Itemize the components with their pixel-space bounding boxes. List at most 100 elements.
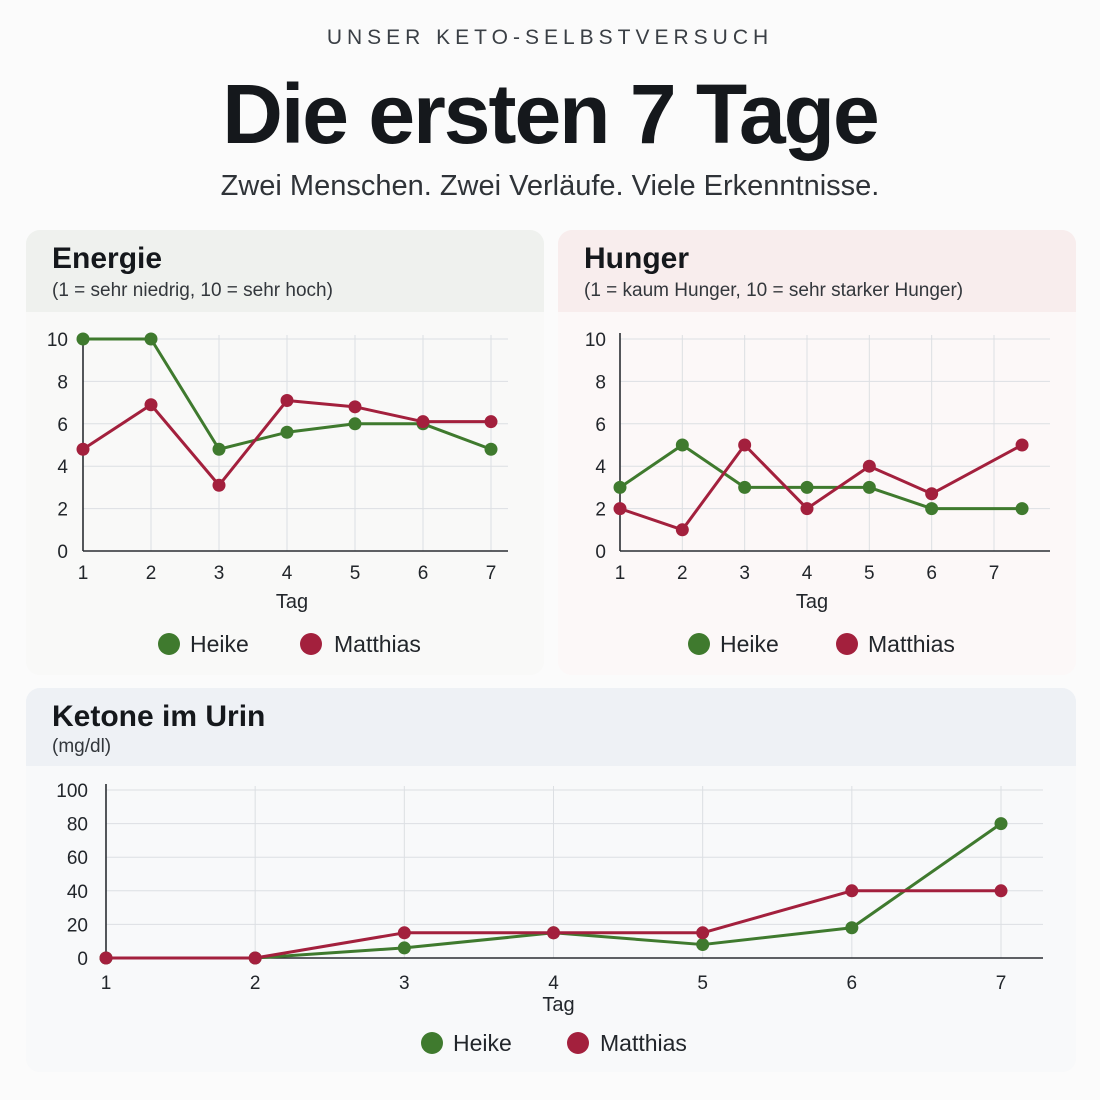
energie-title: Energie: [52, 242, 163, 275]
hunger-point-heike: [925, 502, 939, 516]
ketone-x-tick-label: 1: [101, 973, 112, 994]
energie-point-heike: [484, 442, 498, 456]
energie-point-matthias: [416, 415, 430, 429]
hunger-panel: Hunger (1 = kaum Hunger, 10 = sehr stark…: [558, 230, 1076, 675]
energie-point-heike: [280, 425, 294, 439]
hunger-legend-marker-heike: [688, 633, 710, 655]
energie-y-tick-label: 0: [57, 542, 68, 563]
hunger-x-axis-label: Tag: [796, 591, 828, 613]
ketone-point-heike: [696, 938, 710, 952]
energie-y-tick-label: 6: [57, 415, 68, 436]
energie-y-tick-label: 2: [57, 500, 68, 521]
ketone-x-tick-label: 2: [250, 973, 261, 994]
hunger-panel-header: Hunger (1 = kaum Hunger, 10 = sehr stark…: [558, 230, 1076, 312]
hunger-point-heike: [862, 480, 876, 494]
energie-point-heike: [76, 332, 90, 346]
energie-panel-header: Energie (1 = sehr niedrig, 10 = sehr hoc…: [26, 230, 544, 312]
energie-y-tick-label: 10: [47, 330, 68, 351]
energie-grid: [83, 335, 508, 551]
ketone-y-tick-label: 40: [67, 882, 88, 903]
hunger-x-tick-label: 2: [677, 563, 688, 584]
hunger-legend-marker-matthias: [836, 633, 858, 655]
ketone-point-matthias: [397, 926, 411, 940]
hunger-legend-label-heike: Heike: [720, 631, 779, 657]
hunger-point-matthias: [862, 459, 876, 473]
hunger-y-tick-label: 10: [585, 330, 606, 351]
ketone-point-matthias: [845, 884, 859, 898]
ketone-y-tick-label: 20: [67, 915, 88, 936]
ketone-x-tick-label: 5: [697, 973, 708, 994]
energie-point-matthias: [280, 393, 294, 407]
ketone-point-matthias: [547, 926, 560, 940]
hunger-x-tick-label: 5: [864, 563, 875, 584]
ketone-title: Ketone im Urin: [52, 700, 266, 733]
ketone-y-tick-label: 60: [67, 848, 88, 869]
ketone-y-tick-label: 0: [77, 949, 88, 970]
ketone-point-heike: [994, 817, 1008, 831]
ketone-legend-label-heike: Heike: [453, 1030, 512, 1056]
hunger-title: Hunger: [584, 242, 689, 275]
ketone-x-tick-label: 6: [847, 973, 858, 994]
energie-legend-marker-matthias: [300, 633, 322, 655]
ketone-x-axis-label: Tag: [542, 994, 574, 1016]
ketone-legend-marker-heike: [421, 1032, 443, 1054]
energie-legend-label-matthias: Matthias: [334, 631, 421, 657]
ketone-point-heike: [845, 921, 859, 935]
ketone-chart-area: [26, 766, 1076, 1072]
hunger-point-matthias: [738, 438, 752, 452]
energie-point-matthias: [144, 398, 158, 412]
page-title: Die ersten 7 Tage: [222, 67, 879, 161]
energie-x-tick-label: 3: [214, 563, 225, 584]
hunger-point-heike: [675, 438, 689, 452]
hunger-x-tick-label: 4: [802, 563, 813, 584]
ketone-x-tick-label: 3: [399, 973, 410, 994]
energie-x-tick-label: 6: [418, 563, 429, 584]
energie-x-tick-label: 1: [78, 563, 89, 584]
ketone-panel-header: Ketone im Urin (mg/dl): [26, 688, 1076, 766]
hunger-chart-area: [558, 312, 1076, 675]
ketone-point-matthias: [696, 926, 710, 940]
energie-point-matthias: [348, 400, 362, 414]
energie-legend-marker-heike: [158, 633, 180, 655]
hunger-y-tick-label: 8: [595, 372, 606, 393]
ketone-point-heike: [397, 941, 411, 955]
ketone-legend-label-matthias: Matthias: [600, 1030, 687, 1056]
hunger-point-heike: [613, 480, 627, 494]
ketone-chart: 0 20 40 60 80 100 1 2 3 4 5 6 7 Tag Heike Matthias: [56, 781, 1043, 1056]
hunger-y-tick-label: 4: [595, 457, 606, 478]
hunger-x-tick-label: 3: [739, 563, 750, 584]
hunger-y-tick-label: 0: [595, 542, 606, 563]
hunger-x-tick-label: 7: [989, 563, 1000, 584]
hunger-point-matthias: [1015, 438, 1029, 452]
ketone-y-tick-label: 80: [67, 815, 88, 836]
ketone-point-matthias: [248, 951, 262, 965]
energie-y-tick-label: 8: [57, 372, 68, 393]
kicker: UNSER KETO-SELBSTVERSUCH: [326, 26, 774, 49]
hunger-point-matthias: [925, 487, 939, 501]
ketone-y-tick-label: 100: [56, 781, 88, 802]
energie-subtitle: (1 = sehr niedrig, 10 = sehr hoch): [52, 280, 333, 301]
energie-point-heike: [348, 417, 362, 431]
hunger-y-tick-label: 2: [595, 500, 606, 521]
hunger-x-tick-label: 1: [615, 563, 626, 584]
ketone-point-matthias: [99, 951, 113, 965]
ketone-point-matthias: [994, 884, 1008, 898]
hunger-y-tick-label: 6: [595, 415, 606, 436]
ketone-subtitle: (mg/dl): [52, 736, 112, 757]
hunger-point-matthias: [800, 502, 814, 516]
energie-panel: Energie (1 = sehr niedrig, 10 = sehr hoc…: [26, 230, 544, 675]
energie-x-tick-label: 5: [350, 563, 361, 584]
energie-point-matthias: [76, 442, 90, 456]
energie-x-tick-label: 2: [146, 563, 157, 584]
hunger-point-heike: [738, 480, 752, 494]
energie-y-tick-label: 4: [57, 457, 68, 478]
hunger-point-heike: [1015, 502, 1029, 516]
energie-point-heike: [212, 442, 226, 456]
energie-legend-label-heike: Heike: [190, 631, 249, 657]
energie-point-matthias: [212, 478, 226, 492]
ketone-legend-marker-matthias: [567, 1032, 589, 1054]
hunger-x-tick-label: 6: [926, 563, 937, 584]
energie-x-tick-label: 4: [282, 563, 293, 584]
